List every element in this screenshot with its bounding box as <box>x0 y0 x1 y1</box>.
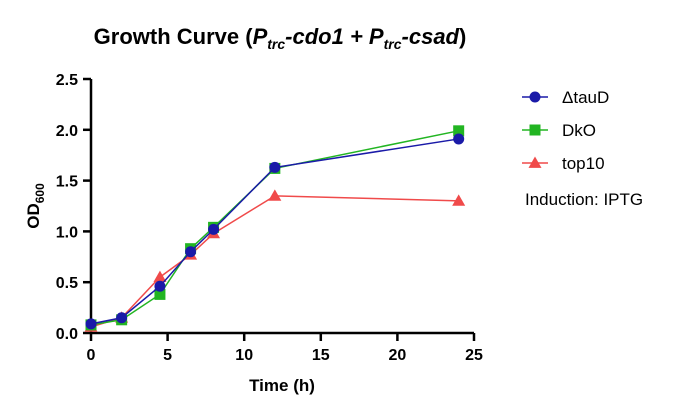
y-tick-label: 2.5 <box>56 72 78 89</box>
data-point <box>453 125 465 137</box>
data-point <box>153 270 167 282</box>
induction-note: Induction: IPTG <box>525 190 643 209</box>
legend-label: top10 <box>562 154 605 173</box>
series-line <box>90 130 459 326</box>
data-point <box>268 189 282 201</box>
data-point <box>453 133 465 145</box>
legend-label: DkO <box>562 121 596 140</box>
data-point <box>154 288 166 300</box>
x-axis-label: Time (h) <box>249 376 315 395</box>
y-tick-label: 1.0 <box>56 224 78 241</box>
chart-title: Growth Curve (Ptrc-cdo1 + Ptrc-csad) <box>94 24 467 52</box>
legend-marker <box>529 124 541 136</box>
data-point <box>154 280 166 292</box>
y-axis-label: OD600 <box>24 183 47 229</box>
x-tick-label: 5 <box>163 347 172 364</box>
legend-item: DkO <box>522 121 596 140</box>
series-3 <box>84 189 466 332</box>
data-point <box>208 223 220 235</box>
data-point <box>452 194 466 206</box>
x-tick-label: 15 <box>312 347 330 364</box>
x-axis-ticks: 0 5 10 15 20 25 <box>87 333 483 364</box>
x-tick-label: 20 <box>389 347 407 364</box>
y-tick-label: 0.0 <box>56 326 78 343</box>
legend-item: top10 <box>522 154 605 173</box>
series-2 <box>85 125 465 331</box>
y-axis-ticks: 0.0 0.5 1.0 1.5 2.0 2.5 <box>56 72 91 343</box>
y-tick-label: 2.0 <box>56 123 78 140</box>
legend-marker <box>528 156 542 168</box>
legend: ΔtauD DkO top10 <box>522 88 609 173</box>
legend-item: ΔtauD <box>522 88 609 107</box>
series-layer <box>84 125 466 332</box>
data-point <box>185 246 197 258</box>
legend-marker <box>529 91 541 103</box>
data-point <box>116 312 128 324</box>
x-tick-label: 10 <box>235 347 253 364</box>
y-tick-label: 0.5 <box>56 275 78 292</box>
series-1 <box>85 133 465 330</box>
legend-label: ΔtauD <box>562 88 609 107</box>
series-line <box>90 195 459 328</box>
x-tick-label: 0 <box>87 347 96 364</box>
data-point <box>85 318 97 330</box>
y-tick-label: 1.5 <box>56 174 78 191</box>
data-point <box>269 161 281 173</box>
x-tick-label: 25 <box>465 347 483 364</box>
